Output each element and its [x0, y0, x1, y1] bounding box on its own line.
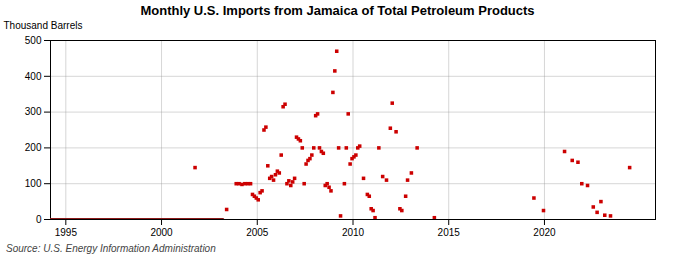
svg-text:2000: 2000 — [150, 227, 173, 238]
svg-text:2015: 2015 — [438, 227, 461, 238]
svg-text:2020: 2020 — [533, 227, 556, 238]
html-text:Monthly U.S. Imports from Jama: Monthly U.S. Imports from Jamaica of Tot… — [140, 3, 535, 18]
svg-text:2010: 2010 — [342, 227, 365, 238]
svg-text:500: 500 — [25, 35, 42, 46]
svg-text:300: 300 — [25, 106, 42, 117]
svg-text:0: 0 — [36, 214, 42, 225]
svg-text:Thousand Barrels: Thousand Barrels — [4, 20, 83, 31]
svg-text:2005: 2005 — [246, 227, 269, 238]
html-text:Source: U.S. Energy Informatio: Source: U.S. Energy Information Administ… — [6, 243, 216, 254]
svg-text:1995: 1995 — [55, 227, 78, 238]
svg-text:400: 400 — [25, 71, 42, 82]
svg-text:100: 100 — [25, 178, 42, 189]
svg-text:200: 200 — [25, 142, 42, 153]
